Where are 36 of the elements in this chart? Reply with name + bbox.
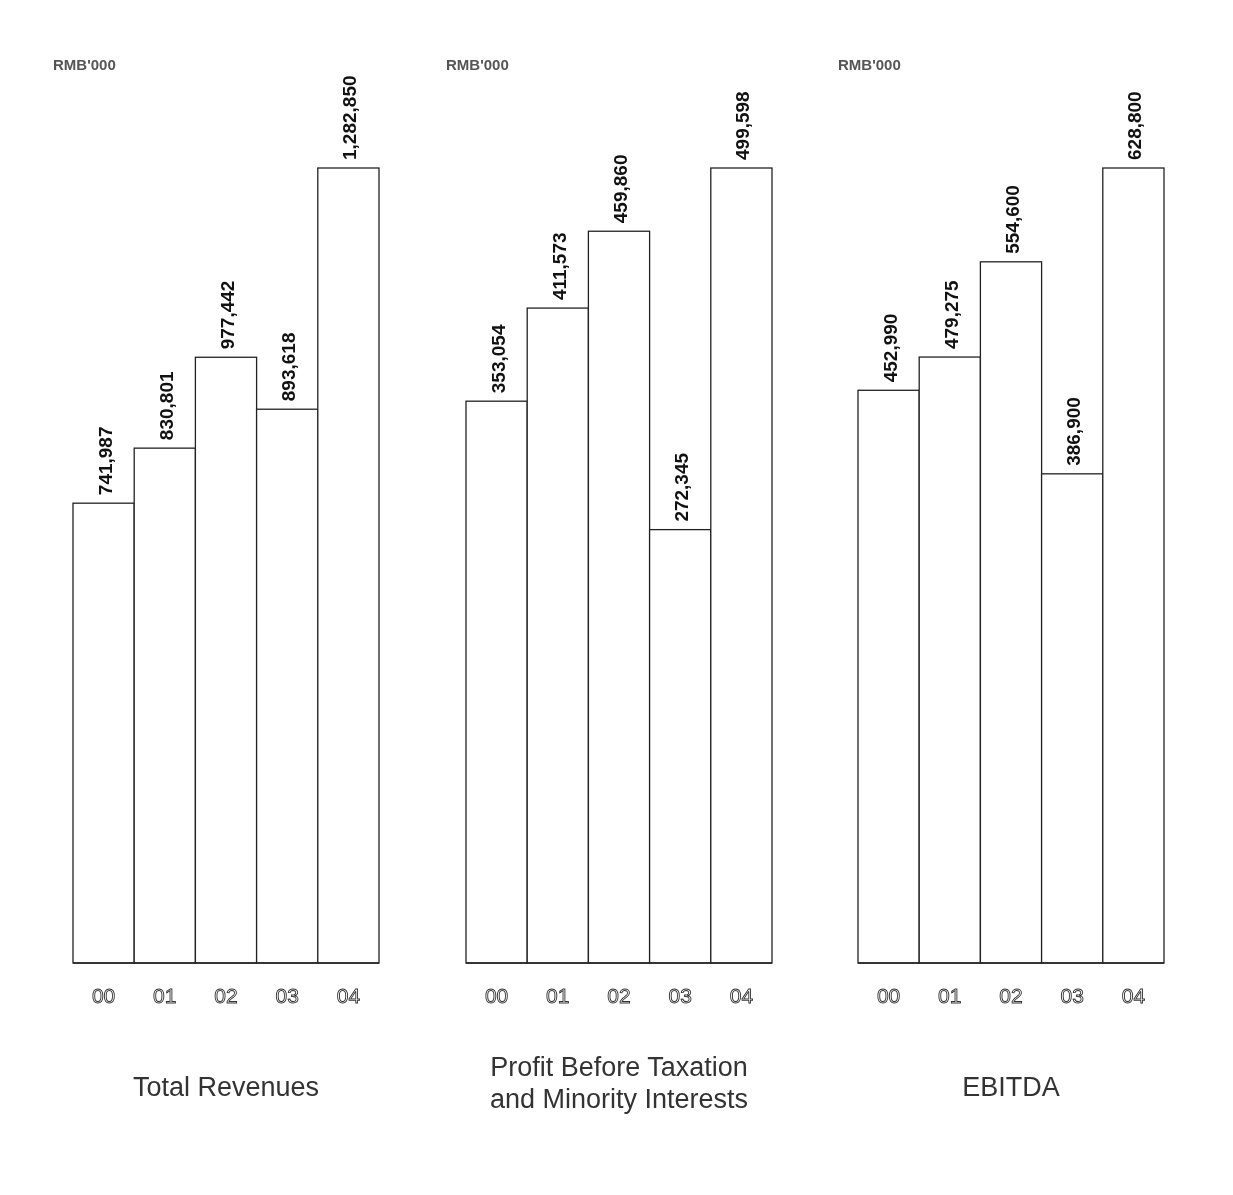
x-tick-label: 00: [484, 984, 509, 1007]
y-axis-title: RMB'000: [53, 56, 116, 73]
x-tick-label: 01: [153, 984, 177, 1007]
data-label: 893,618: [278, 332, 300, 402]
x-tick-label: 04: [336, 984, 361, 1007]
data-label: 830,801: [155, 371, 177, 441]
data-label: 452,990: [879, 313, 901, 383]
data-label: 628,800: [1124, 91, 1146, 160]
data-label: 479,275: [940, 279, 962, 350]
text: Total Revenues: [132, 1072, 320, 1102]
x-tick-label: 03: [275, 984, 299, 1007]
x-tick-label: 00: [91, 984, 116, 1007]
data-label: 272,345: [671, 452, 693, 522]
y-axis-title: RMB'000: [838, 56, 901, 73]
x-tick-label: 02: [214, 984, 238, 1007]
x-tick-label: 00: [876, 984, 901, 1007]
x-tick-label: 02: [999, 984, 1023, 1007]
data-label: 554,600: [1002, 185, 1023, 254]
data-label: 459,860: [610, 154, 631, 224]
x-tick-label: 03: [1060, 984, 1084, 1007]
text: Profit Before Taxation and Minority Interests: [489, 1052, 749, 1114]
y-axis-title: RMB'000: [446, 56, 509, 73]
x-tick-label: 04: [1121, 984, 1146, 1007]
data-label: 353,054: [487, 324, 509, 394]
data-label: 1,282,850: [339, 75, 361, 160]
x-tick-label: 03: [668, 984, 692, 1007]
x-tick-label: 01: [546, 984, 570, 1007]
data-label: 499,598: [732, 91, 754, 160]
data-label: 977,442: [217, 280, 238, 350]
data-label: 411,573: [548, 232, 570, 301]
data-label: 386,900: [1063, 397, 1085, 466]
data-label: 741,987: [94, 426, 116, 496]
x-tick-label: 04: [729, 984, 754, 1007]
text: EBITDA: [962, 1072, 1060, 1102]
x-tick-label: 02: [607, 984, 631, 1007]
x-tick-label: 01: [938, 984, 962, 1007]
